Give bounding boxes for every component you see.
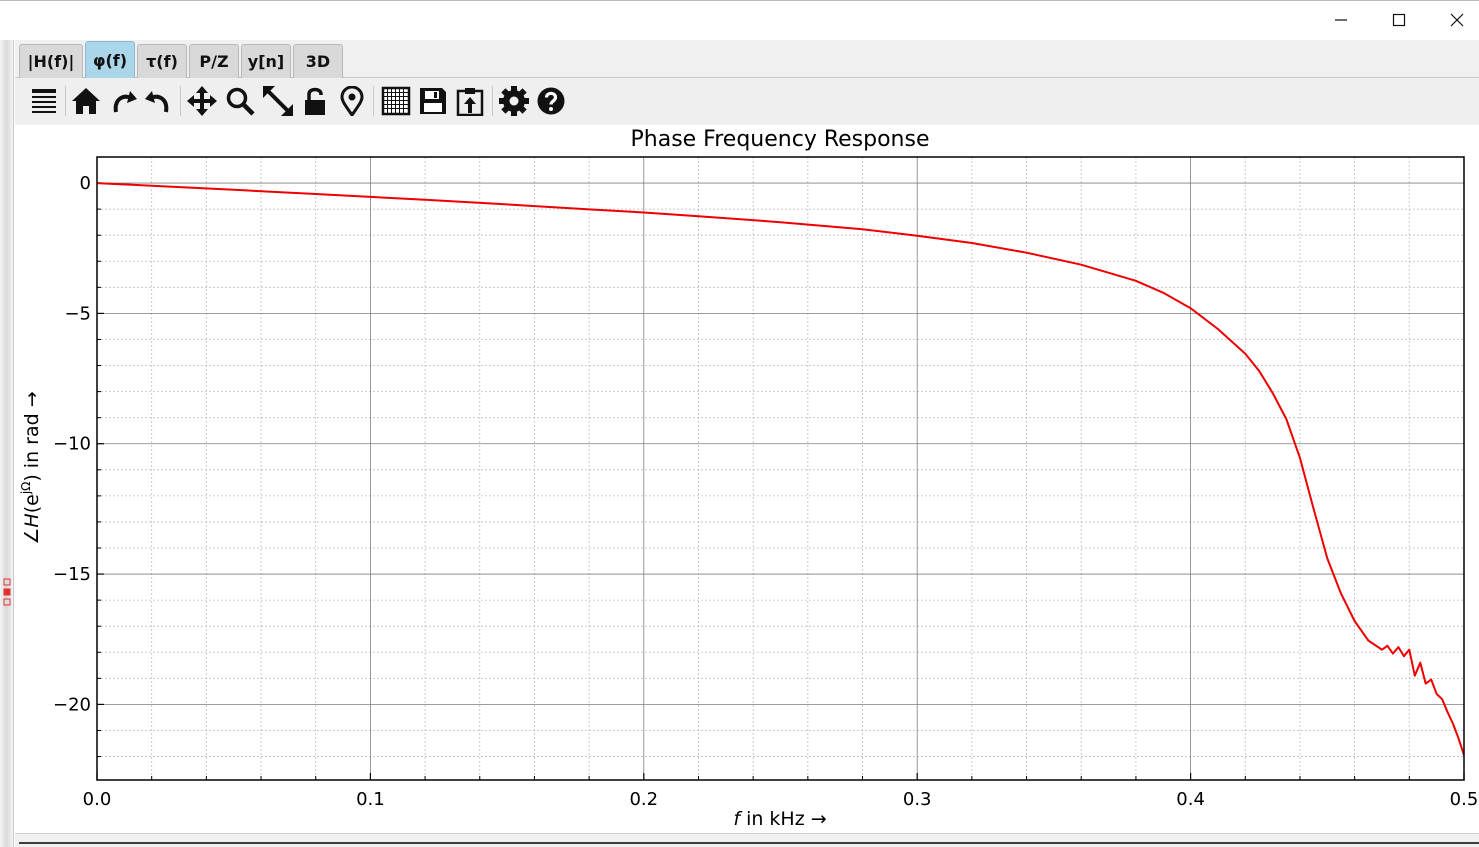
tab-label: P/Z xyxy=(199,52,229,71)
toolbar-button-undo[interactable] xyxy=(106,82,140,120)
toolbar-button-settings[interactable] xyxy=(497,82,531,120)
y-axis-label-unit: ) in rad → xyxy=(21,391,43,481)
grid-icon xyxy=(381,86,411,116)
x-axis-label: f in kHz → xyxy=(733,808,826,830)
x-tick-label: 0.4 xyxy=(1176,789,1205,810)
close-button[interactable] xyxy=(1434,5,1479,35)
undo-icon xyxy=(113,91,137,113)
y-tick-label: 0 xyxy=(80,173,91,194)
tab-pole-zero[interactable]: P/Z xyxy=(189,44,239,78)
close-icon xyxy=(1450,13,1464,27)
toolbar-button-marker[interactable] xyxy=(335,82,369,120)
y-axis-label-superscript: jΩ xyxy=(19,482,33,496)
plot-toolbar xyxy=(15,78,1479,125)
x-tick-label: 0.0 xyxy=(83,789,112,810)
tab-label: φ(f) xyxy=(92,50,128,70)
x-tick-label: 0.1 xyxy=(356,789,385,810)
splitter-handle-icon[interactable] xyxy=(3,578,13,608)
lock-icon xyxy=(305,87,325,115)
y-tick-label: −20 xyxy=(53,694,91,715)
y-axis-label-angle: ∠ xyxy=(21,528,43,545)
tab-label: y[n] xyxy=(247,52,285,71)
plot-area[interactable]: Phase Frequency Response 0.0 0.1 0.2 0.3 0.4… xyxy=(15,125,1479,833)
y-axis-label-var: H xyxy=(21,513,43,527)
chart-title: Phase Frequency Response xyxy=(631,127,930,152)
plot-frame xyxy=(96,156,1465,781)
toolbar-button-zoom-full[interactable] xyxy=(261,82,295,120)
window-titlebar xyxy=(0,0,1479,40)
tab-group-delay[interactable]: τ(f) xyxy=(137,44,187,78)
tab-label: 3D xyxy=(305,52,331,71)
marker-icon xyxy=(340,86,364,116)
x-axis-label-unit: in kHz → xyxy=(740,808,827,830)
axis-ticks xyxy=(96,182,1465,780)
settings-icon xyxy=(499,86,529,116)
toolbar-button-clipboard[interactable] xyxy=(453,82,487,120)
toolbar-button-list[interactable] xyxy=(27,82,61,120)
x-tick-label: 0.2 xyxy=(629,789,658,810)
zoom-icon xyxy=(226,87,255,116)
list-icon xyxy=(32,89,56,113)
toolbar-button-pan[interactable] xyxy=(185,82,219,120)
tab-phase[interactable]: φ(f) xyxy=(85,41,135,78)
tab-3d[interactable]: 3D xyxy=(293,44,343,78)
tab-bar: |H(f)| φ(f) τ(f) P/Z y[n] 3D xyxy=(15,40,1479,78)
left-splitter[interactable] xyxy=(0,40,14,847)
y-tick-label: −5 xyxy=(64,303,91,324)
phase-response-chart[interactable]: Phase Frequency Response 0.0 0.1 0.2 0.3 0.4… xyxy=(15,125,1479,833)
maximize-icon xyxy=(1392,13,1406,27)
minor-grid xyxy=(97,157,1464,780)
help-icon xyxy=(537,87,565,115)
tick-labels: 0.0 0.1 0.2 0.3 0.4 0.5 0 −5 −10 −15 −20 xyxy=(53,173,1478,810)
maximize-button[interactable] xyxy=(1376,5,1422,35)
bottom-splitter[interactable] xyxy=(15,833,1479,847)
redo-icon xyxy=(145,91,169,113)
y-tick-label: −10 xyxy=(53,434,91,455)
toolbar-button-zoom[interactable] xyxy=(223,82,257,120)
minimize-button[interactable] xyxy=(1318,5,1364,35)
toolbar-button-redo[interactable] xyxy=(142,82,176,120)
tab-label: |H(f)| xyxy=(27,52,75,71)
y-tick-label: −15 xyxy=(53,564,91,585)
minimize-icon xyxy=(1335,19,1347,21)
tab-label: τ(f) xyxy=(146,52,178,71)
tab-magnitude[interactable]: |H(f)| xyxy=(19,44,83,78)
major-grid xyxy=(97,157,1464,780)
y-axis-label-open: (e xyxy=(21,494,43,513)
toolbar-button-help[interactable] xyxy=(534,82,568,120)
toolbar-button-home[interactable] xyxy=(69,82,103,120)
toolbar-button-grid[interactable] xyxy=(379,82,413,120)
save-icon xyxy=(420,88,446,114)
phase-curve xyxy=(97,182,1464,756)
pan-icon xyxy=(187,86,217,116)
home-icon xyxy=(72,88,100,114)
toolbar-button-save[interactable] xyxy=(416,82,450,120)
toolbar-button-lock[interactable] xyxy=(298,82,332,120)
y-axis-label: ∠H(ejΩ) in rad → xyxy=(19,391,43,544)
zoom-full-icon xyxy=(263,86,293,116)
tab-impulse-response[interactable]: y[n] xyxy=(241,44,291,78)
x-tick-label: 0.5 xyxy=(1450,789,1479,810)
x-tick-label: 0.3 xyxy=(903,789,932,810)
clipboard-icon xyxy=(456,88,484,116)
x-axis-label-var: f xyxy=(733,808,743,830)
